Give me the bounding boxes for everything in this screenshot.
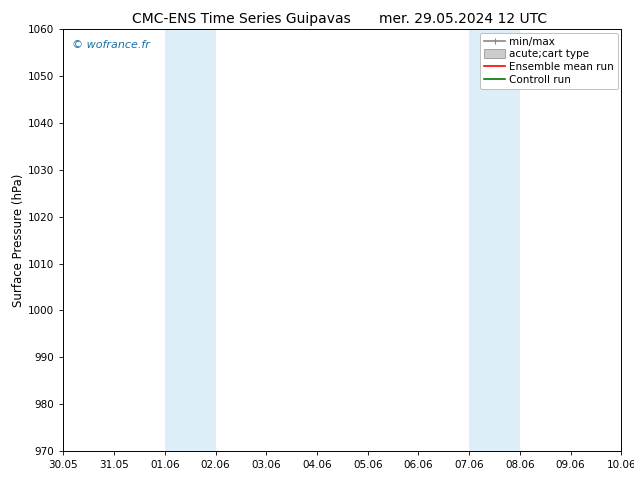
Text: © wofrance.fr: © wofrance.fr — [72, 40, 150, 50]
Legend: min/max, acute;cart type, Ensemble mean run, Controll run: min/max, acute;cart type, Ensemble mean … — [480, 32, 618, 89]
Text: mer. 29.05.2024 12 UTC: mer. 29.05.2024 12 UTC — [378, 12, 547, 26]
Y-axis label: Surface Pressure (hPa): Surface Pressure (hPa) — [12, 173, 25, 307]
Text: CMC-ENS Time Series Guipavas: CMC-ENS Time Series Guipavas — [131, 12, 351, 26]
Bar — [469, 29, 520, 451]
Bar — [165, 29, 216, 451]
